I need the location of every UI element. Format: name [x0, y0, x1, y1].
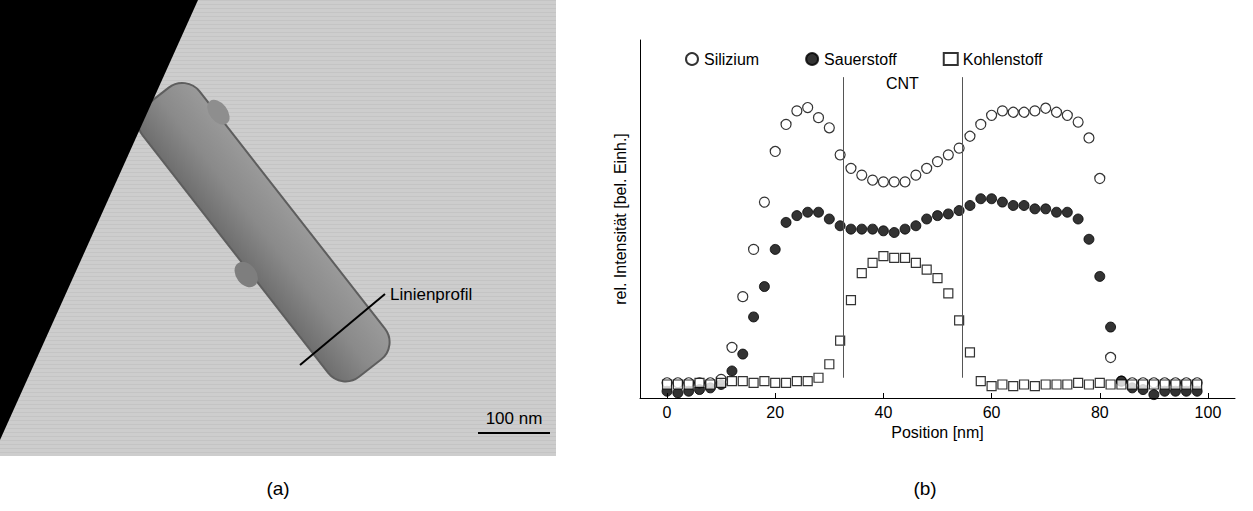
svg-text:Sauerstoff: Sauerstoff [824, 51, 897, 68]
svg-text:80: 80 [1091, 404, 1109, 421]
html-text:(a): (a) [266, 478, 290, 499]
svg-text:Kohlenstoff: Kohlenstoff [963, 51, 1043, 68]
svg-text:20: 20 [766, 404, 784, 421]
svg-text:60: 60 [983, 404, 1001, 421]
svg-text:40: 40 [875, 404, 893, 421]
svg-text:rel. Intensität [bel. Einh.]: rel. Intensität [bel. Einh.] [612, 133, 629, 305]
html-text:(b): (b) [913, 478, 937, 499]
svg-text:CNT: CNT [886, 75, 919, 92]
svg-text:Linienprofil: Linienprofil [390, 285, 472, 304]
svg-text:Position [nm]: Position [nm] [891, 424, 983, 441]
svg-text:Silizium: Silizium [704, 51, 759, 68]
svg-text:100: 100 [1195, 404, 1222, 421]
svg-text:0: 0 [663, 404, 672, 421]
svg-text:100 nm: 100 nm [486, 409, 543, 428]
